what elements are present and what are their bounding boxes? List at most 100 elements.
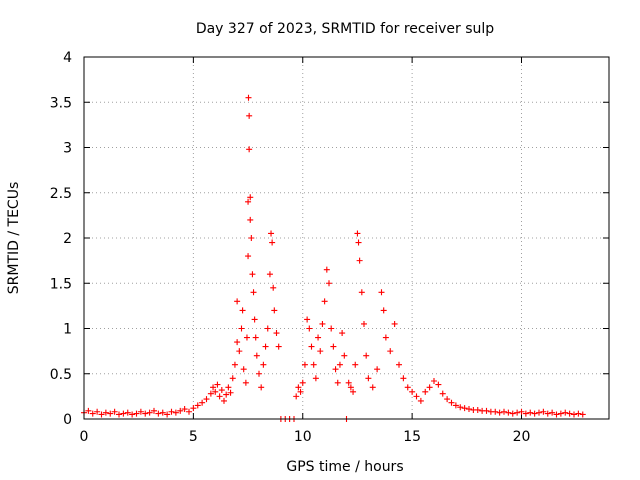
data-point <box>129 411 136 418</box>
data-point <box>557 410 564 417</box>
data-point <box>306 325 313 332</box>
y-tick-label: 2 <box>63 231 72 247</box>
data-point <box>352 361 359 368</box>
x-tick-label: 15 <box>403 429 421 445</box>
data-point <box>253 352 260 359</box>
data-point <box>350 388 357 395</box>
data-point <box>522 410 529 417</box>
y-tick-label: 2.5 <box>50 186 72 202</box>
data-point <box>417 397 424 404</box>
data-point <box>358 289 365 296</box>
data-point <box>231 361 238 368</box>
data-point <box>269 239 276 246</box>
data-point <box>422 388 429 395</box>
data-point <box>536 409 542 416</box>
data-point <box>382 334 389 341</box>
data-point <box>387 348 394 355</box>
data-point <box>308 343 315 350</box>
y-tick-label: 0 <box>63 412 72 428</box>
data-point <box>164 411 171 418</box>
data-point <box>452 402 459 409</box>
data-point <box>250 289 257 296</box>
data-point <box>562 409 569 416</box>
data-point <box>262 343 269 350</box>
data-point <box>266 271 273 278</box>
data-point <box>356 257 363 264</box>
data-point <box>435 381 442 388</box>
data-point <box>347 384 354 391</box>
data-point <box>142 410 149 417</box>
data-point <box>216 393 223 400</box>
data-point <box>190 405 197 412</box>
data-point <box>98 411 105 418</box>
x-tick-label: 20 <box>513 429 531 445</box>
data-point <box>297 388 304 395</box>
data-point <box>221 397 227 404</box>
data-point <box>234 339 241 346</box>
data-point <box>396 361 402 368</box>
data-point <box>236 348 243 355</box>
data-point <box>319 320 326 327</box>
data-point <box>571 411 577 418</box>
data-point <box>332 366 339 373</box>
data-point <box>400 375 407 382</box>
data-point <box>89 410 96 417</box>
data-point <box>483 407 490 414</box>
data-point <box>229 375 236 382</box>
data-point <box>212 388 219 395</box>
data-point <box>457 404 464 411</box>
data-point <box>116 411 122 418</box>
y-tick-label: 1 <box>63 322 72 338</box>
data-point <box>251 316 258 323</box>
data-point <box>249 271 256 278</box>
data-point <box>575 410 582 417</box>
data-point <box>270 284 277 291</box>
y-tick-label: 1.5 <box>50 276 72 292</box>
data-point <box>409 388 416 395</box>
data-point <box>177 407 184 414</box>
data-point <box>312 375 319 382</box>
x-tick-label: 10 <box>294 429 312 445</box>
data-point <box>310 361 317 368</box>
y-tick-label: 3.5 <box>50 95 72 111</box>
data-point <box>531 410 538 417</box>
data-point <box>339 330 346 337</box>
data-point <box>354 230 361 237</box>
data-point <box>225 384 232 391</box>
data-point <box>413 393 420 400</box>
data-point <box>363 352 370 359</box>
data-point <box>317 348 324 355</box>
data-point <box>474 406 481 413</box>
data-point <box>527 409 534 416</box>
chart-title: Day 327 of 2023, SRMTID for receiver sul… <box>196 21 494 37</box>
data-point <box>107 410 114 417</box>
data-point <box>345 379 352 386</box>
data-point <box>247 216 254 223</box>
data-point <box>365 375 372 382</box>
data-point <box>273 330 280 337</box>
plot-area-border <box>83 56 610 420</box>
data-point <box>246 146 253 153</box>
data-point <box>120 410 127 417</box>
data-point <box>361 320 367 327</box>
data-point <box>264 325 271 332</box>
data-point <box>203 396 210 403</box>
data-point <box>321 298 328 305</box>
data-point <box>111 408 118 415</box>
data-point <box>223 391 230 398</box>
data-point <box>514 409 521 416</box>
data-point <box>326 280 332 287</box>
data-point <box>218 387 225 394</box>
data-point <box>466 406 472 413</box>
data-point <box>258 384 265 391</box>
data-point <box>448 399 455 406</box>
data-point <box>137 408 144 415</box>
data-point <box>159 409 166 416</box>
data-point <box>293 393 300 400</box>
data-point <box>194 402 201 409</box>
y-tick-label: 3 <box>63 141 72 157</box>
data-point <box>252 334 259 341</box>
data-point <box>501 408 507 415</box>
data-point <box>168 408 175 415</box>
